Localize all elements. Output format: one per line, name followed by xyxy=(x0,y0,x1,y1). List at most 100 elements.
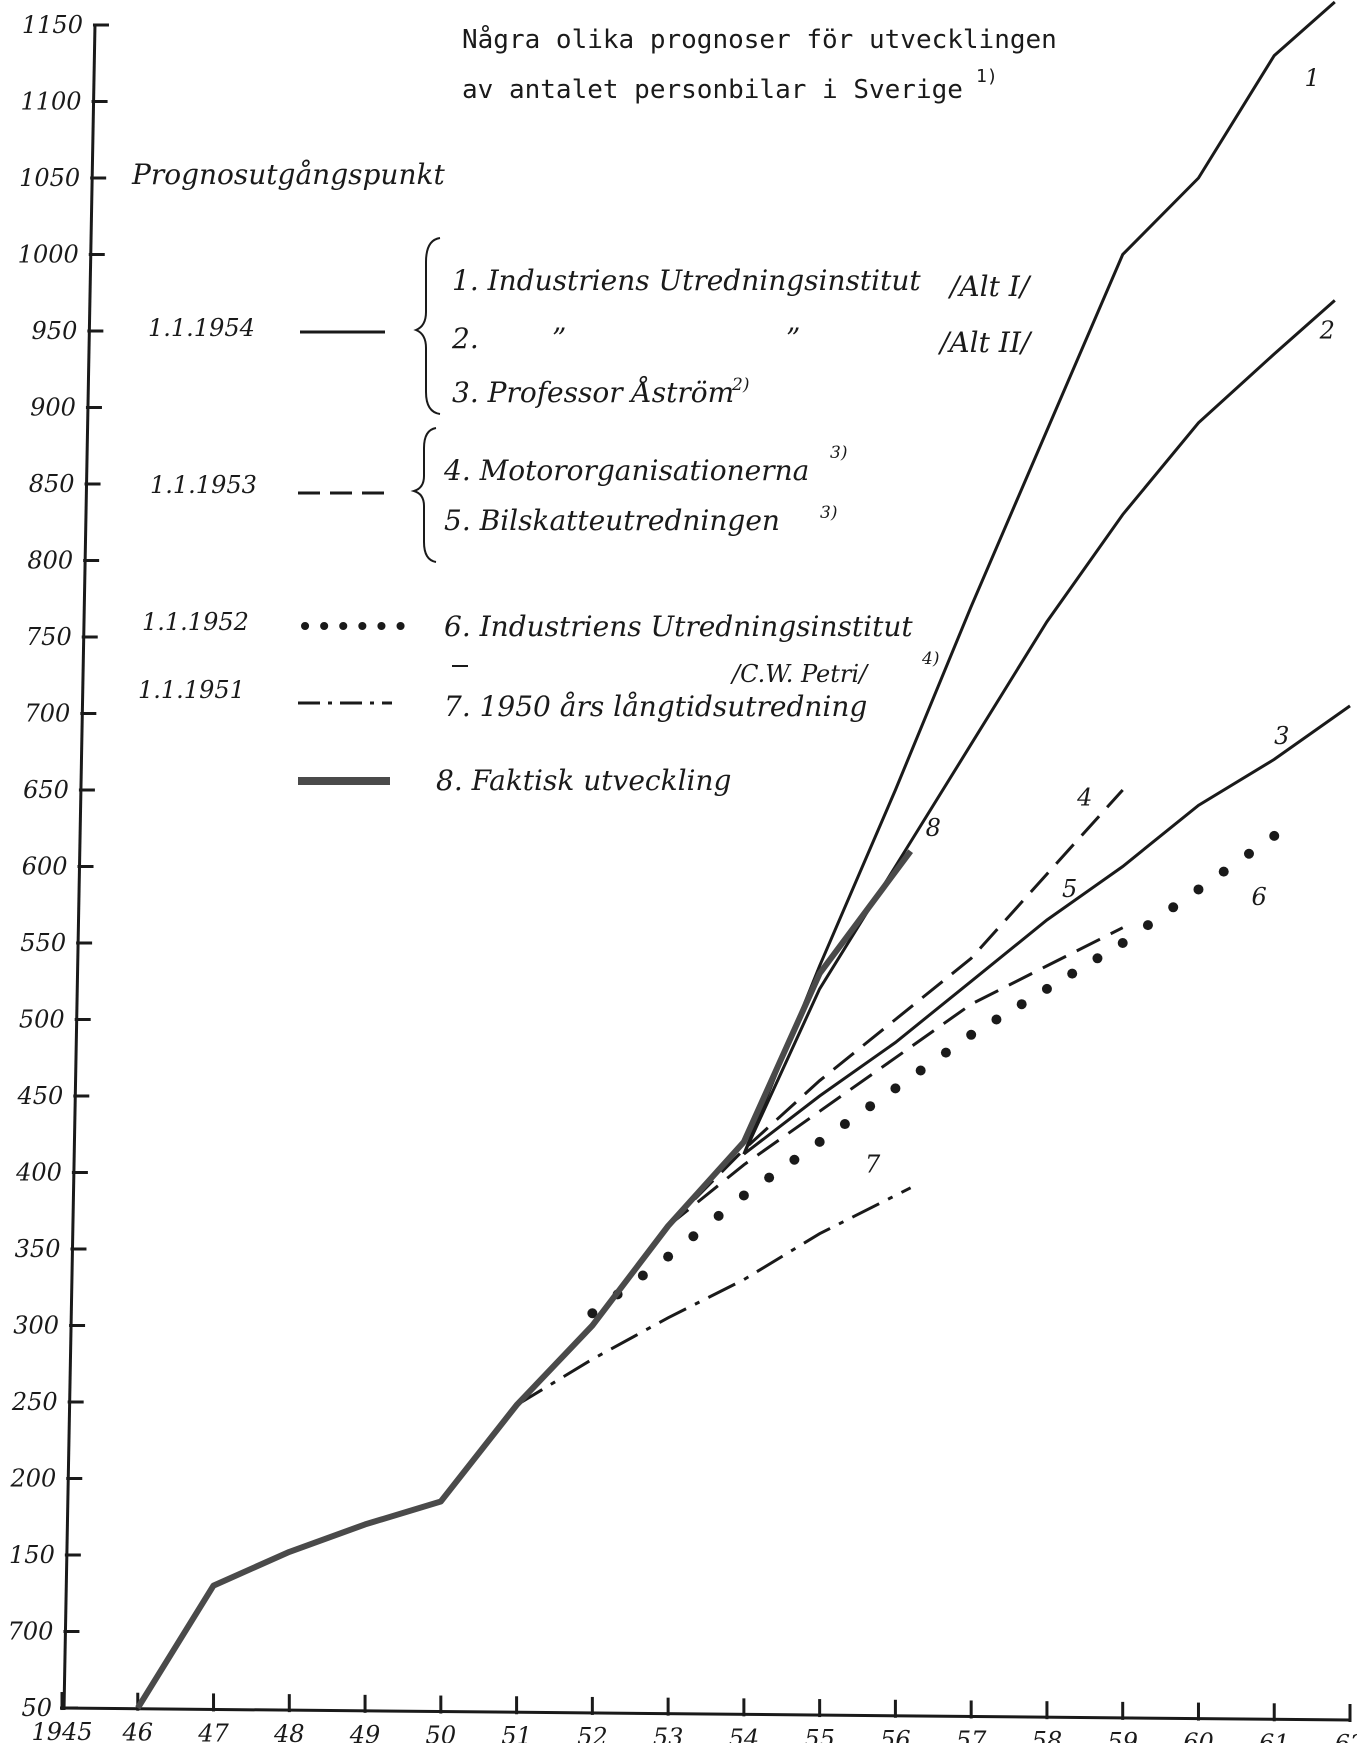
y-tick-label: 1050 xyxy=(19,164,80,192)
series-6-point xyxy=(839,1119,850,1130)
chart-title-line-1: Några olika prognoser för utvecklingen xyxy=(462,24,1057,55)
legend-entry-7: 7. 1950 års långtidsutredning xyxy=(444,690,867,723)
x-tick-label: 49 xyxy=(349,1721,381,1743)
x-axis xyxy=(59,1706,1351,1722)
y-tick-label: 550 xyxy=(20,929,66,957)
y-tick-label: 50 xyxy=(21,1694,52,1722)
legend-date-1951: 1.1.1951 xyxy=(138,676,245,704)
series-6-point xyxy=(764,1172,775,1183)
series-label-4: 4 xyxy=(1076,783,1092,811)
x-tick-label: 59 xyxy=(1107,1728,1138,1743)
y-tick-label: 800 xyxy=(27,547,73,575)
series-6-point xyxy=(1041,983,1052,994)
series-1-line xyxy=(742,0,1336,1155)
legend-qualifier-alt-2: /Alt II/ xyxy=(937,326,1033,359)
y-tick-label: 700 xyxy=(8,1618,54,1646)
y-tick-label: 400 xyxy=(15,1159,62,1187)
legend-date-1954: 1.1.1954 xyxy=(148,314,255,342)
series-6-point xyxy=(940,1047,951,1058)
series-label-1: 1 xyxy=(1304,64,1319,92)
x-tick-label: 55 xyxy=(804,1725,835,1743)
legend-footnote-4: 3) xyxy=(830,443,847,463)
y-tick-label: 1100 xyxy=(20,88,81,116)
series-7-line xyxy=(515,1186,912,1407)
series-6-point xyxy=(1193,884,1204,895)
y-tick-label: 200 xyxy=(9,1465,56,1493)
series-6-point xyxy=(1142,920,1153,931)
series-6-point xyxy=(688,1231,699,1242)
x-tick-label: 51 xyxy=(501,1722,532,1743)
series-4-line xyxy=(667,788,1124,1228)
x-axis-ticks: 1945 46 47 48 49 50 51 52 53 54 55 56 57 58 59 60 61 62 xyxy=(31,1692,1357,1743)
series-6-point xyxy=(966,1029,977,1040)
x-tick-label: 53 xyxy=(653,1724,684,1743)
legend-qualifier-alt-1: /Alt I/ xyxy=(947,270,1032,303)
legend-entry-3: 3. Professor Åström xyxy=(452,376,734,409)
y-tick-label: 900 xyxy=(30,394,76,422)
series-6-point xyxy=(915,1065,926,1076)
series-6-point xyxy=(587,1308,598,1319)
x-tick-label: 54 xyxy=(729,1724,760,1743)
series-label-8: 8 xyxy=(926,814,941,842)
legend-ditto-2: ” xyxy=(786,322,800,355)
x-tick-label: 46 xyxy=(121,1719,153,1743)
chart-title-line-2: av antalet personbilar i Sverige xyxy=(462,75,963,105)
y-tick-label: 600 xyxy=(22,853,68,881)
legend-entry-1: 1. Industriens Utredningsinstitut xyxy=(452,264,921,297)
x-tick-label: 48 xyxy=(273,1720,305,1743)
series-label-5: 5 xyxy=(1062,875,1077,903)
series-6-point xyxy=(1067,968,1078,979)
y-tick-label: 350 xyxy=(15,1235,61,1263)
legend-footnote-5: 3) xyxy=(820,503,837,523)
y-tick-label: 950 xyxy=(32,317,78,345)
x-tick-label: 1945 xyxy=(31,1718,92,1743)
legend: Prognosutgångspunkt 1.1.1954 1. Industri… xyxy=(131,158,1033,797)
legend-entry-2: 2. xyxy=(451,322,479,355)
x-tick-label: 57 xyxy=(956,1726,987,1743)
legend-ditto-1: ” xyxy=(552,322,566,355)
series-6-point xyxy=(738,1190,749,1201)
series-6-point xyxy=(713,1210,724,1221)
legend-date-1952: 1.1.1952 xyxy=(142,608,249,636)
legend-entry-5: 5. Bilskatteutredningen xyxy=(444,504,780,537)
series-6-point xyxy=(890,1083,901,1094)
x-tick-label: 56 xyxy=(880,1726,911,1743)
series-6-point xyxy=(1218,866,1229,877)
series-6-point xyxy=(1092,953,1103,964)
series-label-6: 6 xyxy=(1251,883,1266,911)
y-tick-label: 300 xyxy=(13,1312,59,1340)
series-label-2: 2 xyxy=(1319,317,1335,345)
series-6-point xyxy=(1269,830,1280,841)
legend-qualifier-petri: /C.W. Petri/ xyxy=(730,660,870,688)
title-footnote: 1) xyxy=(976,66,998,87)
y-tick-label: 1150 xyxy=(22,11,83,39)
series-6-point xyxy=(1117,938,1128,948)
legend-footnote-3: 2) xyxy=(731,375,749,395)
series-6-point xyxy=(663,1251,674,1262)
series-6-point xyxy=(991,1014,1002,1025)
y-tick-label: 1000 xyxy=(18,241,79,269)
series-6-point xyxy=(1168,902,1179,913)
series-label-7: 7 xyxy=(865,1151,881,1179)
y-axis-ticks: 50 700 150 200 250 300 350 400 450 500 550 600 650 70… xyxy=(8,11,109,1722)
legend-heading: Prognosutgångspunkt xyxy=(131,158,445,191)
legend-entry-4: 4. Motororganisationerna xyxy=(443,454,809,487)
y-tick-label: 750 xyxy=(26,623,72,651)
y-tick-label: 650 xyxy=(23,776,69,804)
y-tick-label: 850 xyxy=(29,470,75,498)
y-tick-label: 250 xyxy=(11,1388,58,1416)
series-labels: 1 2 3 4 5 6 7 8 xyxy=(865,64,1335,1178)
y-tick-label: 700 xyxy=(25,700,71,728)
y-tick-label: 450 xyxy=(16,1082,63,1110)
series-6-point xyxy=(865,1101,876,1112)
x-tick-label: 62 xyxy=(1335,1730,1357,1743)
series-5-line xyxy=(667,926,1124,1228)
series-6-point xyxy=(789,1154,800,1165)
series-6-point xyxy=(1016,999,1027,1010)
series-8-line xyxy=(135,849,914,1710)
series-layer xyxy=(135,0,1351,1710)
x-tick-label: 58 xyxy=(1032,1727,1063,1743)
legend-date-1953: 1.1.1953 xyxy=(150,471,257,499)
legend-entry-8: 8. Faktisk utveckling xyxy=(436,764,731,797)
